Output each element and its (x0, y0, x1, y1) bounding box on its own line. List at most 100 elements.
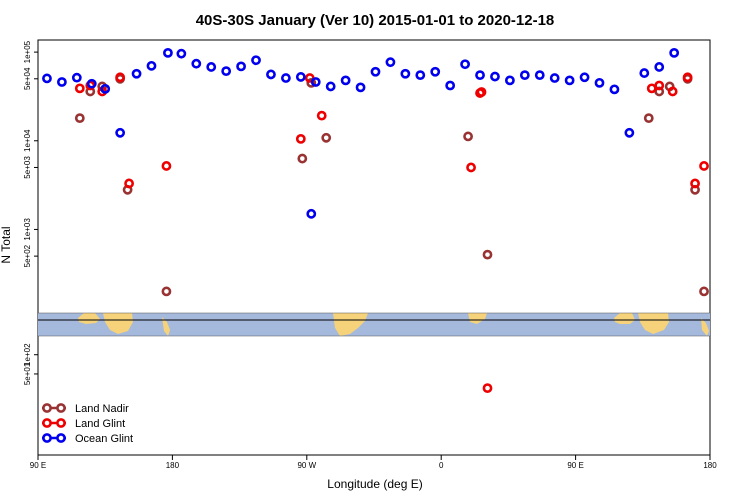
data-point (646, 83, 657, 94)
chart-title: 40S-30S January (Ver 10) 2015-01-01 to 2… (196, 12, 555, 29)
data-point (236, 61, 246, 72)
data-point (56, 77, 67, 87)
series-land-nadir (74, 73, 709, 297)
data-point (400, 68, 411, 79)
data-point (476, 87, 487, 97)
data-point (280, 73, 291, 83)
data-point (86, 78, 97, 89)
data-point (463, 131, 473, 142)
data-point (682, 72, 693, 83)
legend-swatch-marker (56, 403, 66, 413)
landmass-south-america (333, 313, 368, 336)
data-point (316, 110, 327, 121)
data-points (42, 47, 709, 394)
legend-item: Land Nadir (42, 403, 129, 415)
data-point (643, 113, 654, 124)
data-point (115, 72, 126, 83)
y-axis-label: N Total (0, 226, 13, 263)
data-point (131, 68, 142, 79)
data-point (146, 60, 157, 71)
legend-label: Ocean Glint (75, 433, 133, 445)
landmass-new-zealand (162, 317, 170, 336)
data-point (297, 153, 308, 164)
landmass-australia-west-2 (614, 313, 635, 324)
y-tick-label: 5e+04 (23, 67, 32, 90)
y-tick-label: 1e+04 (23, 129, 32, 152)
data-point (699, 286, 709, 297)
data-point (669, 47, 680, 58)
y-tick-label: 1e+05 (23, 40, 32, 63)
y-tick-label: 5e+01 (23, 362, 32, 385)
legend-swatch-marker (56, 418, 66, 428)
data-point (466, 162, 476, 173)
y-tick-label: 5e+03 (23, 156, 32, 179)
data-point (355, 82, 366, 93)
data-point (325, 81, 336, 92)
legend-swatch-marker (56, 433, 66, 443)
data-point (74, 83, 85, 94)
plot-frame (37, 39, 711, 456)
data-point (490, 71, 500, 82)
data-point (430, 66, 441, 77)
landmass-africa (468, 313, 487, 324)
data-point (534, 70, 545, 81)
x-tick-label: 90 E (567, 461, 583, 470)
x-axis: 90 E 180 90 W 0 90 E 180 (30, 455, 717, 470)
x-axis-label: Longitude (deg E) (327, 477, 422, 491)
y-tick-label: 5e+02 (23, 244, 32, 267)
data-point (482, 383, 493, 394)
data-point (415, 70, 426, 81)
data-point (519, 70, 530, 81)
world-map-strip (38, 312, 710, 337)
data-point (385, 57, 396, 68)
legend-item: Land Glint (42, 418, 125, 430)
data-point (206, 62, 217, 72)
data-point (624, 127, 635, 138)
legend-label: Land Glint (75, 418, 125, 430)
x-tick-label: 180 (703, 461, 717, 470)
legend: Land Nadir Land Glint Ocean Glint (42, 403, 133, 445)
legend-item: Ocean Glint (42, 433, 133, 445)
data-point (445, 80, 456, 91)
y-tick-label: 1e+02 (23, 343, 32, 366)
data-point (191, 58, 202, 69)
landmass-new-zealand-2 (701, 318, 709, 336)
data-point (460, 59, 470, 70)
data-point (306, 77, 317, 88)
legend-label: Land Nadir (75, 403, 129, 415)
data-point (176, 48, 187, 59)
data-point (163, 47, 173, 58)
y-axis-upper: 1e+05 5e+04 1e+04 5e+03 1e+03 5e+02 (23, 40, 38, 267)
data-point (124, 178, 134, 189)
data-point (482, 249, 493, 260)
data-point (74, 113, 85, 124)
data-point (42, 73, 52, 84)
y-tick-label: 1e+03 (23, 218, 32, 241)
data-point (100, 83, 111, 94)
data-point (594, 77, 605, 88)
landmass-australia-east (103, 313, 133, 334)
x-tick-label: 90 E (30, 461, 46, 470)
data-point (161, 286, 172, 297)
data-point (654, 80, 665, 91)
data-point (370, 66, 381, 77)
data-point (306, 208, 317, 219)
data-point (609, 84, 620, 95)
legend-swatch-marker (42, 418, 52, 428)
data-point (71, 72, 82, 83)
data-point (639, 68, 650, 78)
data-point (295, 72, 306, 82)
x-tick-label: 90 W (297, 461, 316, 470)
legend-swatch-marker (42, 403, 52, 413)
series-land-glint (74, 72, 709, 394)
data-point (310, 77, 321, 87)
data-point (115, 127, 126, 138)
x-tick-label: 180 (166, 461, 180, 470)
series-ocean-glint (42, 47, 680, 219)
data-point (549, 73, 560, 83)
data-point (221, 66, 232, 77)
data-point (504, 75, 515, 86)
data-point (690, 178, 700, 189)
